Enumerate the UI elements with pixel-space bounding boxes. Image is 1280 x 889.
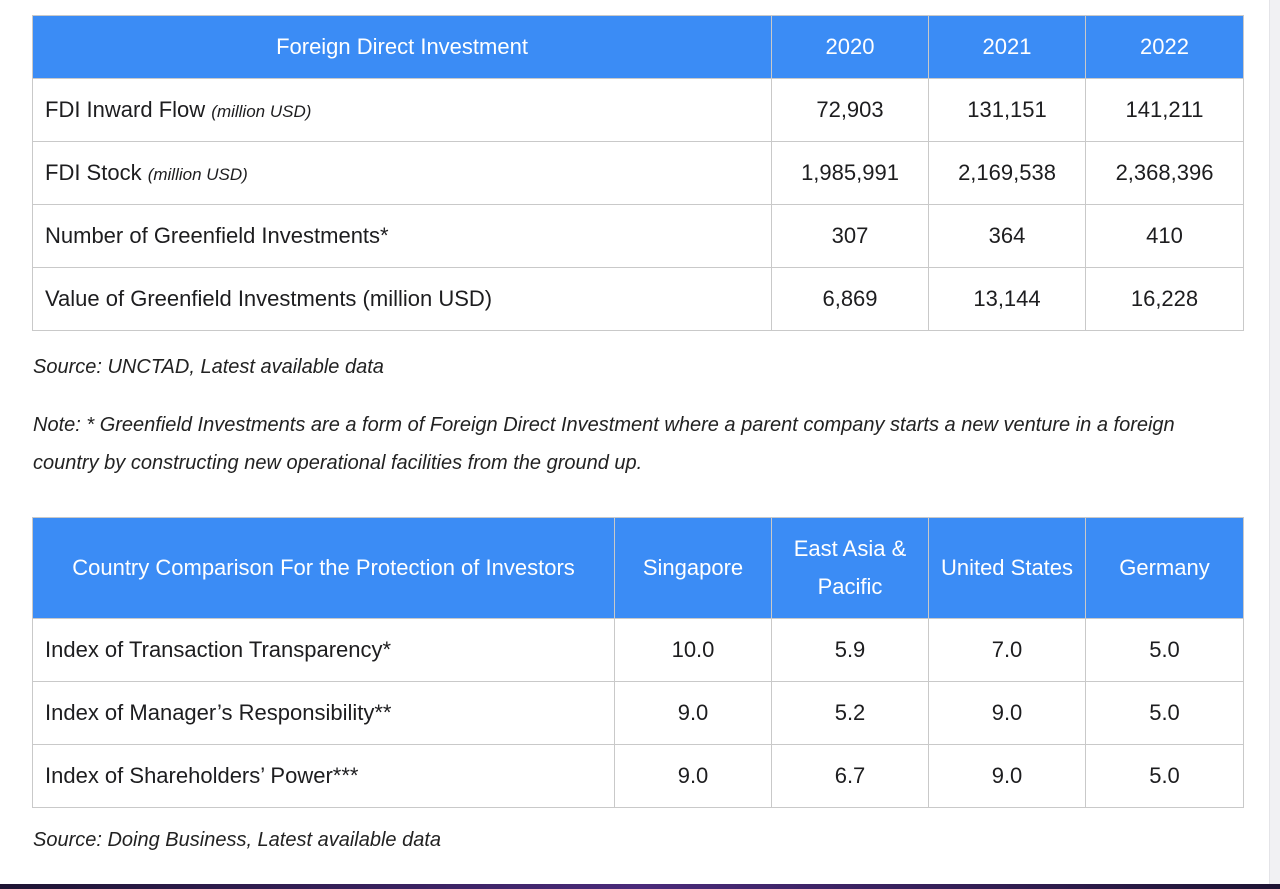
row-label: Index of Manager’s Responsibility** (32, 681, 615, 745)
table-cell: 410 (1085, 204, 1244, 268)
row-label: FDI Inward Flow (million USD) (32, 78, 772, 142)
table-cell: 9.0 (614, 681, 772, 745)
table-cell: 1,985,991 (771, 141, 929, 205)
row-label: Index of Transaction Transparency* (32, 618, 615, 682)
table-cell: 6.7 (771, 744, 929, 808)
table-cell: 131,151 (928, 78, 1086, 142)
table-row: FDI Stock (million USD) 1,985,991 2,169,… (32, 141, 1244, 205)
table-row: Index of Shareholders’ Power*** 9.0 6.7 … (32, 744, 1244, 808)
table-cell: 5.0 (1085, 744, 1244, 808)
window-bottom-edge (0, 884, 1280, 889)
table-cell: 2,169,538 (928, 141, 1086, 205)
row-label-text: FDI Stock (45, 160, 142, 185)
year-header-2020: 2020 (771, 15, 929, 79)
greenfield-note: Note: * Greenfield Investments are a for… (33, 414, 1175, 474)
table-cell: 307 (771, 204, 929, 268)
column-header-singapore: Singapore (614, 517, 772, 619)
table-cell: 141,211 (1085, 78, 1244, 142)
protection-source-text: Source: Doing Business, Latest available… (33, 829, 442, 851)
row-unit: (million USD) (211, 102, 312, 121)
table-row: Value of Greenfield Investments (million… (32, 267, 1244, 331)
table-cell: 5.0 (1085, 618, 1244, 682)
table-row: FDI Inward Flow (million USD) 72,903 131… (32, 78, 1244, 142)
fdi-title-header: Foreign Direct Investment (32, 15, 772, 79)
column-header-germany: Germany (1085, 517, 1244, 619)
table-row: Index of Manager’s Responsibility** 9.0 … (32, 681, 1244, 745)
table-cell: 9.0 (614, 744, 772, 808)
table-cell: 5.0 (1085, 681, 1244, 745)
year-header-2022: 2022 (1085, 15, 1244, 79)
fdi-header-row: Foreign Direct Investment 2020 2021 2022 (32, 15, 1244, 79)
protection-title-header: Country Comparison For the Protection of… (32, 517, 615, 619)
table-cell: 5.9 (771, 618, 929, 682)
year-header-2021: 2021 (928, 15, 1086, 79)
table-cell: 13,144 (928, 267, 1086, 331)
protection-header-row: Country Comparison For the Protection of… (32, 517, 1244, 619)
table-cell: 16,228 (1085, 267, 1244, 331)
investor-protection-table: Country Comparison For the Protection of… (32, 517, 1244, 808)
table-row: Number of Greenfield Investments* 307 36… (32, 204, 1244, 268)
fdi-table: Foreign Direct Investment 2020 2021 2022… (32, 15, 1244, 331)
table-cell: 5.2 (771, 681, 929, 745)
fdi-source-text: Source: UNCTAD, Latest available data (33, 356, 384, 378)
row-label: FDI Stock (million USD) (32, 141, 772, 205)
table-cell: 7.0 (928, 618, 1086, 682)
table-cell: 9.0 (928, 744, 1086, 808)
row-label: Number of Greenfield Investments* (32, 204, 772, 268)
table-cell: 10.0 (614, 618, 772, 682)
table-row: Index of Transaction Transparency* 10.0 … (32, 618, 1244, 682)
row-label: Index of Shareholders’ Power*** (32, 744, 615, 808)
table-cell: 2,368,396 (1085, 141, 1244, 205)
row-unit: (million USD) (147, 165, 248, 184)
row-label-text: FDI Inward Flow (45, 97, 206, 122)
row-label: Value of Greenfield Investments (million… (32, 267, 772, 331)
table-cell: 364 (928, 204, 1086, 268)
column-header-united-states: United States (928, 517, 1086, 619)
table-cell: 9.0 (928, 681, 1086, 745)
scrollbar-track[interactable] (1269, 0, 1280, 889)
column-header-east-asia-pacific: East Asia & Pacific (771, 517, 929, 619)
table-cell: 72,903 (771, 78, 929, 142)
table-cell: 6,869 (771, 267, 929, 331)
